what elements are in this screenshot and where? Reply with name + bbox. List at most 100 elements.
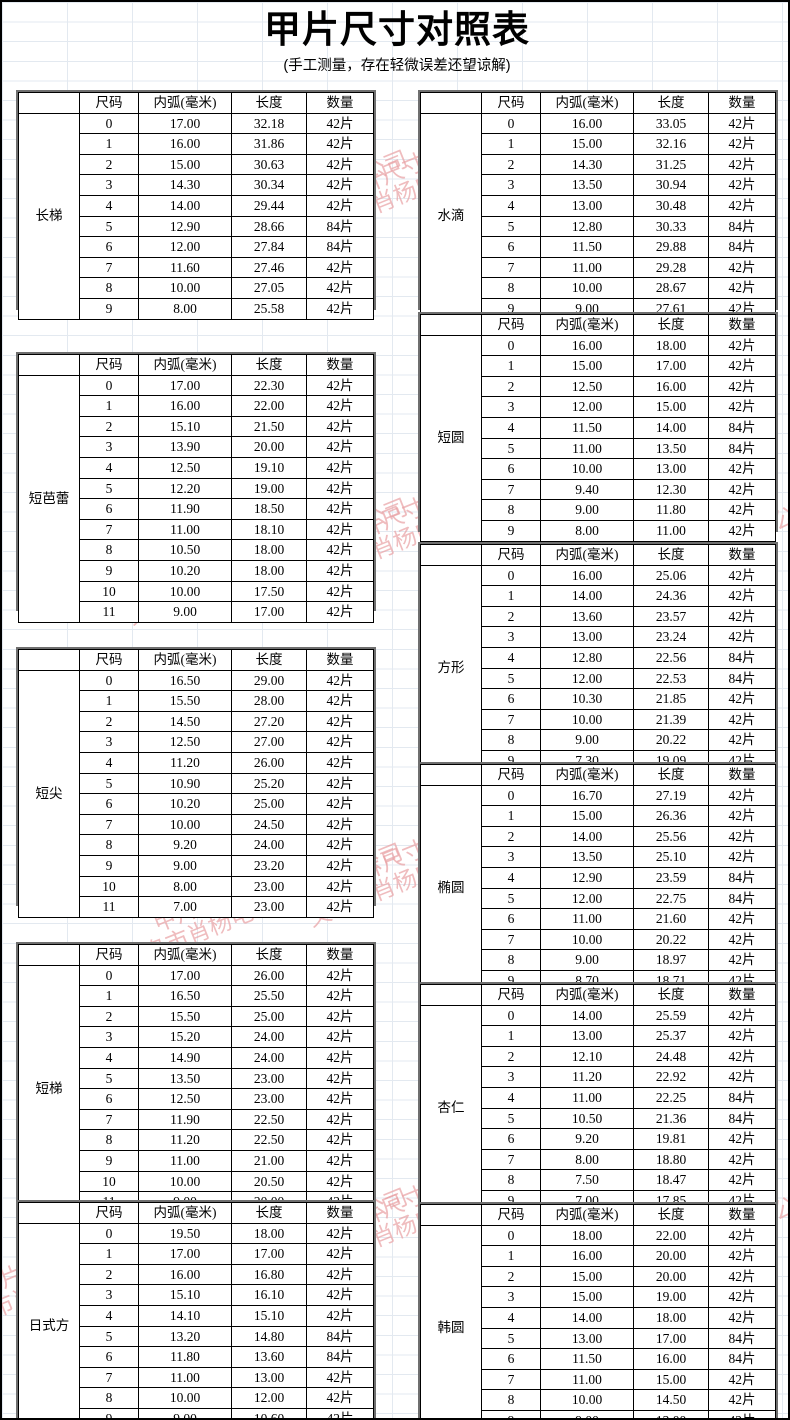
cell-quantity: 42片 xyxy=(708,499,776,521)
cell-quantity: 84片 xyxy=(708,667,776,690)
size-table-水滴: 尺码 内弧(毫米) 长度 数量 水滴 0 16.00 33.05 42片 1 15.00 32.16 4… xyxy=(418,90,778,320)
column-header-arc: 内弧(毫米) xyxy=(138,1202,232,1224)
table-row: 2 13.60 23.57 42片 xyxy=(421,605,776,628)
cell-length: 28.67 xyxy=(633,277,709,299)
cell-length: 29.00 xyxy=(231,669,307,692)
cell-quantity: 42片 xyxy=(306,153,374,176)
cell-length: 13.00 xyxy=(633,1409,709,1418)
column-header-arc: 内弧(毫米) xyxy=(540,92,634,114)
table-row: 2 14.30 31.25 42片 xyxy=(421,153,776,176)
cell-size: 4 xyxy=(481,416,541,439)
cell-length: 18.00 xyxy=(231,559,307,582)
cell-arc: 15.50 xyxy=(138,1005,232,1028)
column-header-size: 尺码 xyxy=(79,649,139,671)
cell-length: 27.46 xyxy=(231,256,307,279)
cell-length: 22.00 xyxy=(633,1224,709,1247)
table-row: 6 11.90 18.50 42片 xyxy=(19,498,374,520)
cell-size: 8 xyxy=(481,729,541,751)
cell-length: 27.84 xyxy=(231,236,307,258)
cell-quantity: 42片 xyxy=(306,133,374,155)
cell-quantity: 42片 xyxy=(306,875,374,898)
cell-size: 5 xyxy=(481,667,541,690)
column-header-len: 长度 xyxy=(633,544,709,566)
shape-name-cell: 椭圆 xyxy=(420,784,482,992)
cell-length: 30.63 xyxy=(231,153,307,176)
cell-size: 7 xyxy=(481,256,541,279)
column-header-arc: 内弧(毫米) xyxy=(540,764,634,786)
cell-size: 1 xyxy=(481,1245,541,1267)
cell-quantity: 42片 xyxy=(306,1366,374,1389)
table-row: 短梯 0 17.00 26.00 42片 xyxy=(18,964,374,1213)
cell-arc: 15.00 xyxy=(540,355,634,377)
cell-arc: 11.00 xyxy=(138,1149,232,1172)
cell-size: 7 xyxy=(481,708,541,731)
table-row: 方形 0 16.00 25.06 42片 xyxy=(420,564,776,772)
cell-quantity: 42片 xyxy=(708,585,776,607)
cell-size: 6 xyxy=(79,793,139,815)
table-row: 2 12.50 16.00 42片 xyxy=(421,375,776,398)
size-table-短芭蕾: 尺码 内弧(毫米) 长度 数量 短芭蕾 0 17.00 22.30 42片 1 16.00 22.00… xyxy=(16,352,376,623)
cell-size: 4 xyxy=(481,194,541,217)
cell-quantity: 84片 xyxy=(708,1086,776,1109)
cell-length: 30.94 xyxy=(633,174,709,196)
shape-header-cell xyxy=(420,314,482,336)
cell-quantity: 42片 xyxy=(708,334,776,357)
cell-arc: 13.50 xyxy=(540,174,634,196)
cell-quantity: 84片 xyxy=(708,1107,776,1130)
cell-size: 0 xyxy=(481,564,541,587)
table-row: 6 11.50 29.88 84片 xyxy=(421,236,776,258)
cell-arc: 11.00 xyxy=(138,1366,232,1389)
cell-arc: 10.00 xyxy=(138,1387,232,1409)
table-row: 5 12.00 22.53 84片 xyxy=(421,667,776,690)
shape-name-cell: 方形 xyxy=(420,564,482,772)
table-row: 椭圆 0 16.70 27.19 42片 xyxy=(420,784,776,992)
cell-quantity: 42片 xyxy=(306,1046,374,1069)
cell-arc: 10.00 xyxy=(138,1170,232,1193)
table-header-row: 尺码 内弧(毫米) 长度 数量 xyxy=(18,1202,374,1224)
cell-size: 2 xyxy=(79,153,139,176)
table-header-row: 尺码 内弧(毫米) 长度 数量 xyxy=(420,544,776,566)
cell-size: 6 xyxy=(481,236,541,258)
size-table-杏仁: 尺码 内弧(毫米) 长度 数量 杏仁 0 14.00 25.59 42片 1 13.00 25.37 4… xyxy=(418,982,778,1212)
cell-size: 1 xyxy=(79,133,139,155)
page-subtitle: (手工测量，存在轻微误差还望谅解) xyxy=(283,57,511,74)
shape-header-cell xyxy=(18,944,80,966)
cell-quantity: 42片 xyxy=(306,1284,374,1306)
cell-size: 3 xyxy=(79,731,139,753)
column-header-size: 尺码 xyxy=(481,314,541,336)
table-row: 6 12.50 23.00 42片 xyxy=(19,1088,374,1110)
cell-quantity: 42片 xyxy=(306,964,374,987)
size-table: 尺码 内弧(毫米) 长度 数量 长梯 0 17.00 32.18 42片 1 16.00 31.86 4… xyxy=(18,92,374,320)
column-header-len: 长度 xyxy=(231,944,307,966)
cell-length: 18.00 xyxy=(633,334,709,357)
cell-arc: 11.60 xyxy=(138,256,232,279)
cell-length: 14.80 xyxy=(231,1325,307,1348)
cell-length: 24.00 xyxy=(231,834,307,856)
cell-size: 8 xyxy=(481,949,541,971)
cell-length: 13.00 xyxy=(231,1366,307,1389)
cell-quantity: 42片 xyxy=(306,112,374,135)
cell-length: 18.47 xyxy=(633,1169,709,1191)
shape-name-cell: 日式方 xyxy=(18,1222,80,1418)
table-row: 7 11.90 22.50 42片 xyxy=(19,1108,374,1131)
cell-arc: 13.00 xyxy=(540,626,634,648)
cell-quantity: 42片 xyxy=(708,1368,776,1391)
table-row: 8 10.00 27.05 42片 xyxy=(19,277,374,299)
cell-length: 29.44 xyxy=(231,194,307,217)
cell-quantity: 42片 xyxy=(306,1263,374,1286)
table-row: 5 13.00 17.00 84片 xyxy=(421,1327,776,1350)
cell-arc: 15.00 xyxy=(540,805,634,827)
cell-arc: 12.50 xyxy=(138,731,232,753)
cell-size: 9 xyxy=(79,1149,139,1172)
cell-size: 8 xyxy=(79,539,139,561)
cell-size: 11 xyxy=(79,601,139,623)
cell-quantity: 42片 xyxy=(306,436,374,458)
cell-quantity: 42片 xyxy=(306,277,374,299)
cell-size: 0 xyxy=(481,784,541,807)
cell-length: 19.10 xyxy=(231,456,307,479)
cell-size: 3 xyxy=(481,174,541,196)
cell-arc: 9.00 xyxy=(138,1407,232,1418)
cell-size: 0 xyxy=(79,374,139,397)
cell-arc: 7.00 xyxy=(138,896,232,918)
cell-size: 8 xyxy=(79,277,139,299)
